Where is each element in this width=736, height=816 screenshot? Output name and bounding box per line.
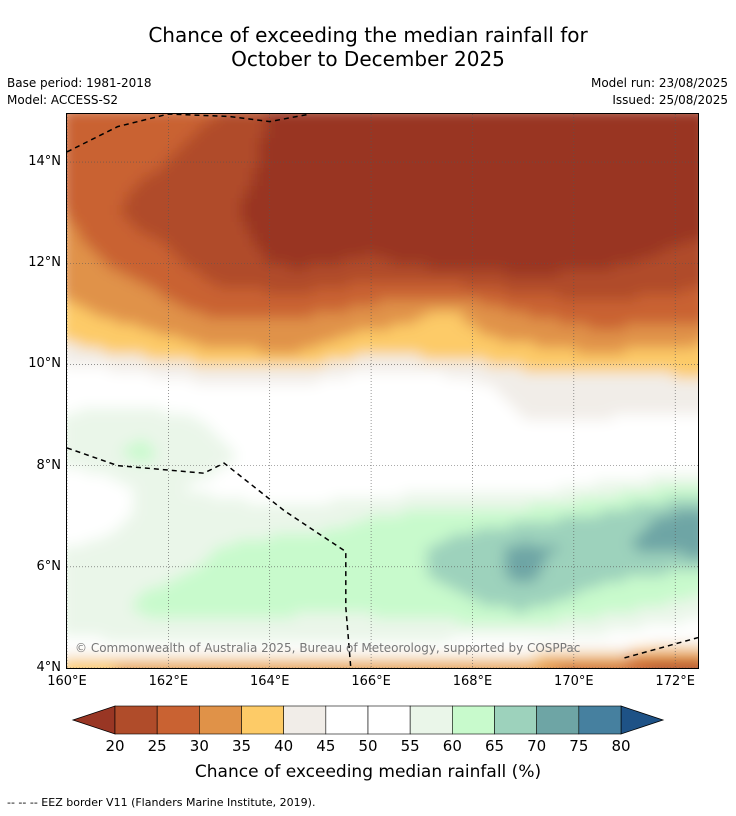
colorbar-swatch xyxy=(452,705,495,735)
latitude-tick-label: 14°N xyxy=(28,154,61,170)
colorbar-swatch xyxy=(156,705,200,735)
colorbar-swatch xyxy=(241,705,284,735)
colorbar-title: Chance of exceeding median rainfall (%) xyxy=(194,762,542,782)
rainfall-map xyxy=(67,114,698,668)
colorbar-tick-label: 25 xyxy=(147,737,167,755)
latitude-tick-label: 10°N xyxy=(28,356,61,372)
colorbar-tick-label: 30 xyxy=(189,737,209,755)
map-title-line-1: Chance of exceeding the median rainfall … xyxy=(148,23,588,47)
model-run-date: Model run: 23/08/2025 xyxy=(590,76,728,90)
colorbar-swatch xyxy=(325,705,369,735)
colorbar-swatch xyxy=(283,705,327,735)
colorbar xyxy=(71,705,665,735)
longitude-tick-label: 166°E xyxy=(351,674,391,689)
eez-border-line xyxy=(67,114,311,153)
colorbar-tick-label: 60 xyxy=(442,737,462,755)
colorbar-swatch xyxy=(578,705,622,735)
colorbar-tick-label: 50 xyxy=(358,737,378,755)
longitude-tick-label: 168°E xyxy=(452,674,493,689)
longitude-tick-label: 162°E xyxy=(148,674,189,689)
colorbar-swatch xyxy=(536,705,580,735)
colorbar-under-arrow xyxy=(71,705,116,735)
colorbar-swatch xyxy=(199,705,242,735)
longitude-tick-label: 170°E xyxy=(554,674,594,689)
colorbar-tick-label: 75 xyxy=(569,737,589,755)
colorbar-swatch xyxy=(367,705,411,735)
colorbar-tick-label: 65 xyxy=(484,737,505,755)
colorbar-tick-label: 45 xyxy=(316,737,336,755)
eez-border-line xyxy=(624,636,698,659)
map-title-line-2: October to December 2025 xyxy=(231,47,505,71)
latitude-tick-label: 8°N xyxy=(36,457,62,473)
longitude-tick-label: 164°E xyxy=(249,674,290,689)
colorbar-tick-label: 40 xyxy=(274,737,294,755)
longitude-tick-label: 160°E xyxy=(47,674,87,689)
colorbar-tick-label: 80 xyxy=(611,737,631,755)
colorbar-swatch xyxy=(494,705,537,735)
colorbar-swatch xyxy=(409,705,453,735)
copyright-notice: © Commonwealth of Australia 2025, Bureau… xyxy=(75,641,581,655)
latitude-tick-label: 4°N xyxy=(36,660,62,675)
eez-border-line xyxy=(67,447,352,668)
colorbar-tick-label: 35 xyxy=(231,737,252,755)
base-period: Base period: 1981-2018 xyxy=(7,76,152,90)
colorbar-tick-label: 70 xyxy=(527,737,547,755)
longitude-tick-label: 172°E xyxy=(655,674,695,689)
colorbar-tick-label: 55 xyxy=(400,737,420,755)
colorbar-over-arrow xyxy=(620,705,665,735)
issued-date: Issued: 25/08/2025 xyxy=(612,93,728,107)
model-name: Model: ACCESS-S2 xyxy=(7,93,119,107)
latitude-tick-label: 12°N xyxy=(28,255,61,271)
latitude-tick-label: 6°N xyxy=(36,558,62,574)
eez-border-legend: -- -- -- EEZ border V11 (Flanders Marine… xyxy=(7,796,316,809)
colorbar-swatch xyxy=(114,705,158,735)
colorbar-tick-label: 20 xyxy=(105,737,125,755)
